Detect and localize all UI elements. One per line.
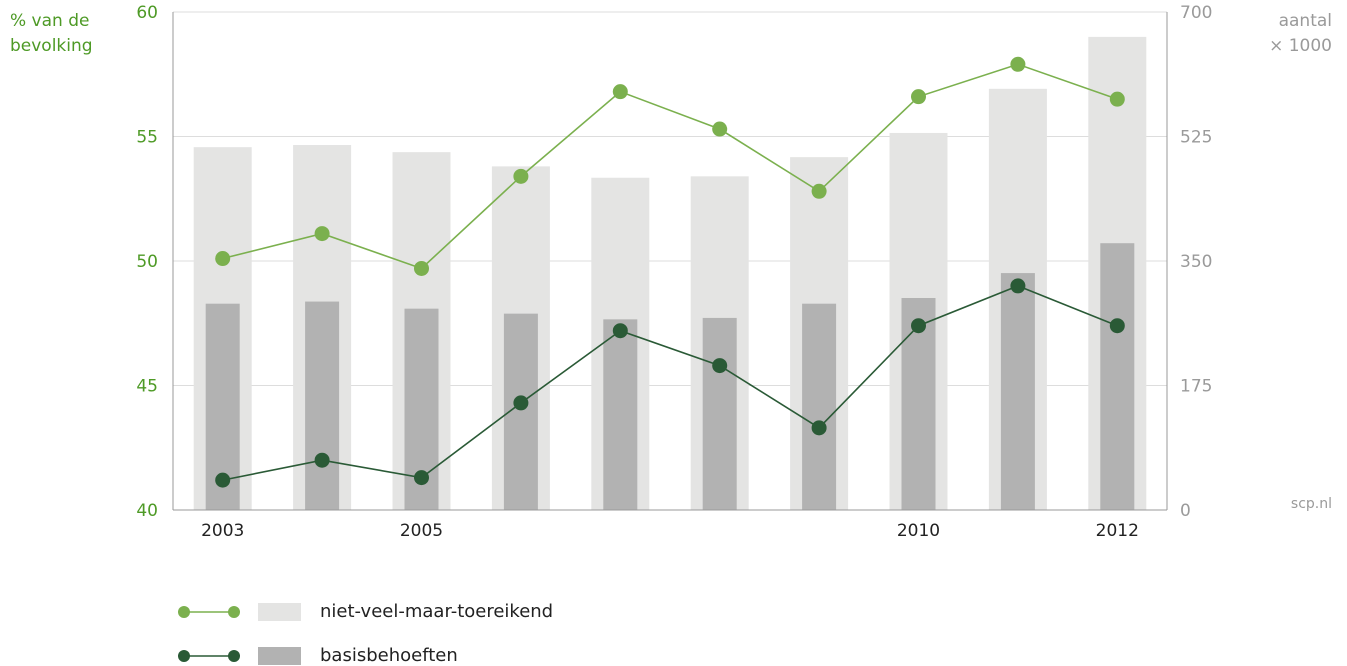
legend-marker-light [178,606,190,618]
bar-dark [702,317,737,510]
marker-dark [712,358,728,374]
left-axis-title-line-2: bevolking [10,36,93,56]
marker-dark [612,323,628,339]
marker-dark [1109,318,1125,334]
source-label: scp.nl [1290,496,1332,512]
right-tick-label: 700 [1180,3,1212,23]
left-tick-label: 50 [136,252,158,272]
left-tick-label: 45 [136,377,158,397]
marker-light [811,183,827,199]
bar-dark [901,297,936,510]
marker-light [712,121,728,137]
legend-label-dark: basisbehoeften [320,645,458,666]
left-tick-label: 55 [136,128,158,148]
x-tick-label: 2010 [897,521,940,541]
marker-dark [811,420,827,436]
marker-light [612,84,628,100]
left-axis-title: % van de bevolking [10,9,93,59]
legend-bar-swatch-light [258,603,301,621]
right-tick-label: 175 [1180,377,1212,397]
legend-marker-light [228,606,240,618]
x-tick-label: 2012 [1096,521,1139,541]
left-tick-label: 60 [136,3,158,23]
bar-dark [603,319,638,510]
right-axis-title-line-2: × 1000 [1269,36,1332,56]
x-tick-label: 2005 [400,521,443,541]
right-axis-title: aantal × 1000 [1269,9,1332,59]
marker-dark [911,318,926,334]
marker-light [513,168,529,184]
right-axis-title-line-1: aantal [1278,11,1332,31]
legend-bar-swatch-dark [258,647,301,665]
legend-marker-dark [178,650,190,662]
marker-light [414,260,429,276]
marker-light [314,226,330,242]
marker-light [1010,56,1026,72]
right-tick-label: 350 [1180,252,1212,272]
marker-light [215,251,231,267]
legend-marker-dark [228,650,240,662]
marker-dark [215,472,231,488]
bar-dark [1000,273,1035,510]
right-tick-label: 525 [1180,128,1212,148]
marker-dark [1010,278,1026,294]
right-tick-label: 0 [1180,501,1191,521]
bar-dark [802,303,837,510]
marker-dark [314,452,330,468]
marker-light [1109,91,1125,107]
x-tick-label: 2003 [201,521,244,541]
bar-dark [1100,243,1135,510]
legend-label-light: niet-veel-maar-toereikend [320,601,554,622]
marker-dark [513,395,529,411]
bar-dark [305,301,340,510]
marker-light [911,89,926,105]
line-series-dark [222,285,1118,481]
left-tick-label: 40 [136,501,158,521]
line-series-light [222,63,1118,270]
marker-dark [414,470,429,486]
left-axis-title-line-1: % van de [10,11,90,31]
